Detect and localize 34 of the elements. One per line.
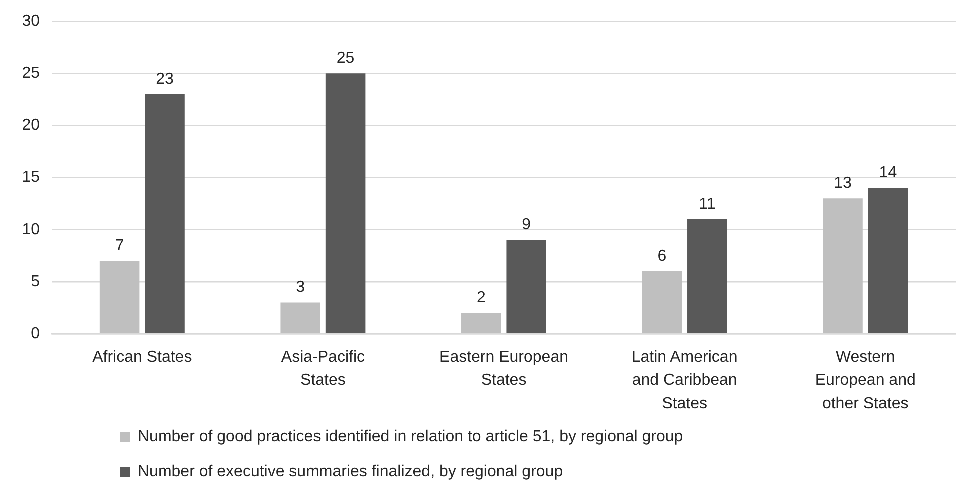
y-tick-label: 10 (22, 221, 40, 238)
legend-label: Number of executive summaries finalized, by regional group (138, 463, 564, 480)
data-label: 25 (336, 50, 355, 68)
data-label: 6 (658, 248, 667, 265)
y-tick-label: 20 (22, 117, 40, 134)
data-label: 3 (296, 279, 306, 296)
y-tick-label: 30 (22, 13, 40, 30)
x-tick-label: Latin American and Caribbean States (632, 349, 738, 412)
bar (823, 198, 863, 334)
y-tick-label: 25 (22, 65, 40, 82)
y-tick-label: 5 (31, 273, 40, 290)
x-tick-label: Eastern European States (440, 349, 568, 390)
data-label: 2 (476, 290, 486, 307)
x-tick-label: Asia-Pacific States (281, 349, 365, 390)
bar (688, 219, 728, 334)
data-label: 11 (699, 196, 716, 213)
data-label: 13 (834, 175, 852, 192)
bar (642, 272, 682, 334)
data-label: 9 (522, 216, 532, 234)
y-tick-label: 15 (22, 169, 40, 186)
bar (145, 94, 185, 334)
bar (100, 261, 140, 334)
bar (506, 240, 546, 334)
data-label: 14 (879, 164, 898, 182)
bar (868, 188, 908, 334)
y-tick-label: 0 (31, 325, 40, 342)
legend-label: Number of good practices identified in relation to article 51, by regional group (138, 428, 684, 446)
data-label: 7 (115, 238, 124, 255)
bar (280, 302, 320, 334)
bar (462, 313, 502, 334)
x-tick-label: African States (92, 349, 192, 366)
bar (326, 74, 366, 334)
data-label: 23 (156, 70, 174, 88)
x-tick-label: Western European and other States (815, 349, 916, 412)
